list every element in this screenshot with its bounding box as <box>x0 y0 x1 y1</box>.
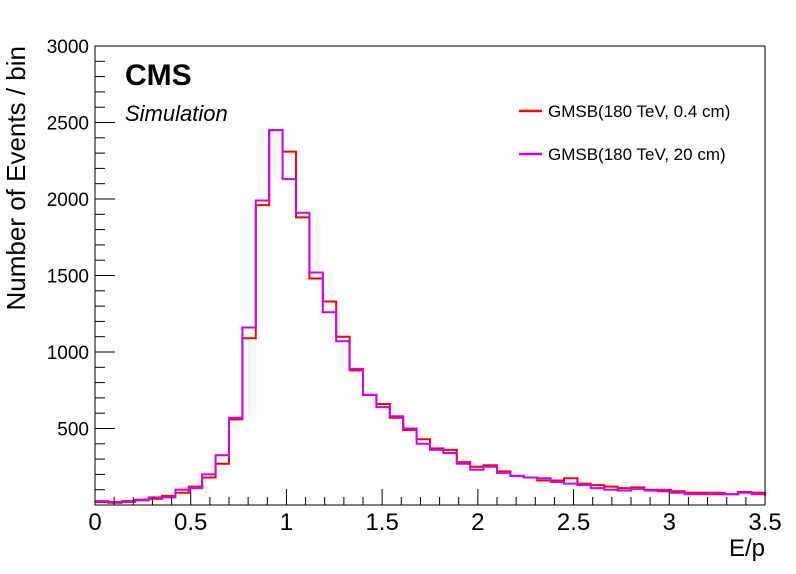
y-axis-label: Number of Events / bin <box>1 46 31 310</box>
y-tick-label: 3000 <box>47 37 89 58</box>
y-tick-label: 500 <box>57 420 89 441</box>
legend-label-2: GMSB(180 TeV, 20 cm) <box>548 145 726 164</box>
x-axis-label: E/p <box>729 535 765 562</box>
cms-label: CMS <box>125 59 192 92</box>
x-tick-label: 0.5 <box>174 509 207 536</box>
ticks-layer <box>94 45 766 506</box>
series-layer <box>95 129 766 504</box>
x-tick-label: 2 <box>471 509 484 536</box>
y-tick-label: 2500 <box>47 114 89 135</box>
tick-labels: 0 0.5 1 1.5 2 2.5 3 3.5 500 1000 1500 2000 2500 3000 <box>47 37 782 536</box>
legend-label-1: GMSB(180 TeV, 0.4 cm) <box>548 102 730 121</box>
x-tick-label: 0 <box>88 509 101 536</box>
series-line-2 <box>95 129 766 503</box>
simulation-label: Simulation <box>125 101 228 126</box>
x-tick-label: 1 <box>280 509 293 536</box>
x-tick-label: 2.5 <box>557 509 590 536</box>
y-tick-label: 1000 <box>47 343 89 364</box>
y-tick-label: 2000 <box>47 190 89 211</box>
x-tick-label: 3.5 <box>748 509 781 536</box>
x-tick-label: 3 <box>663 509 676 536</box>
legend: GMSB(180 TeV, 0.4 cm) GMSB(180 TeV, 20 cm… <box>519 102 730 164</box>
x-tick-label: 1.5 <box>365 509 398 536</box>
y-tick-label: 1500 <box>47 267 89 288</box>
